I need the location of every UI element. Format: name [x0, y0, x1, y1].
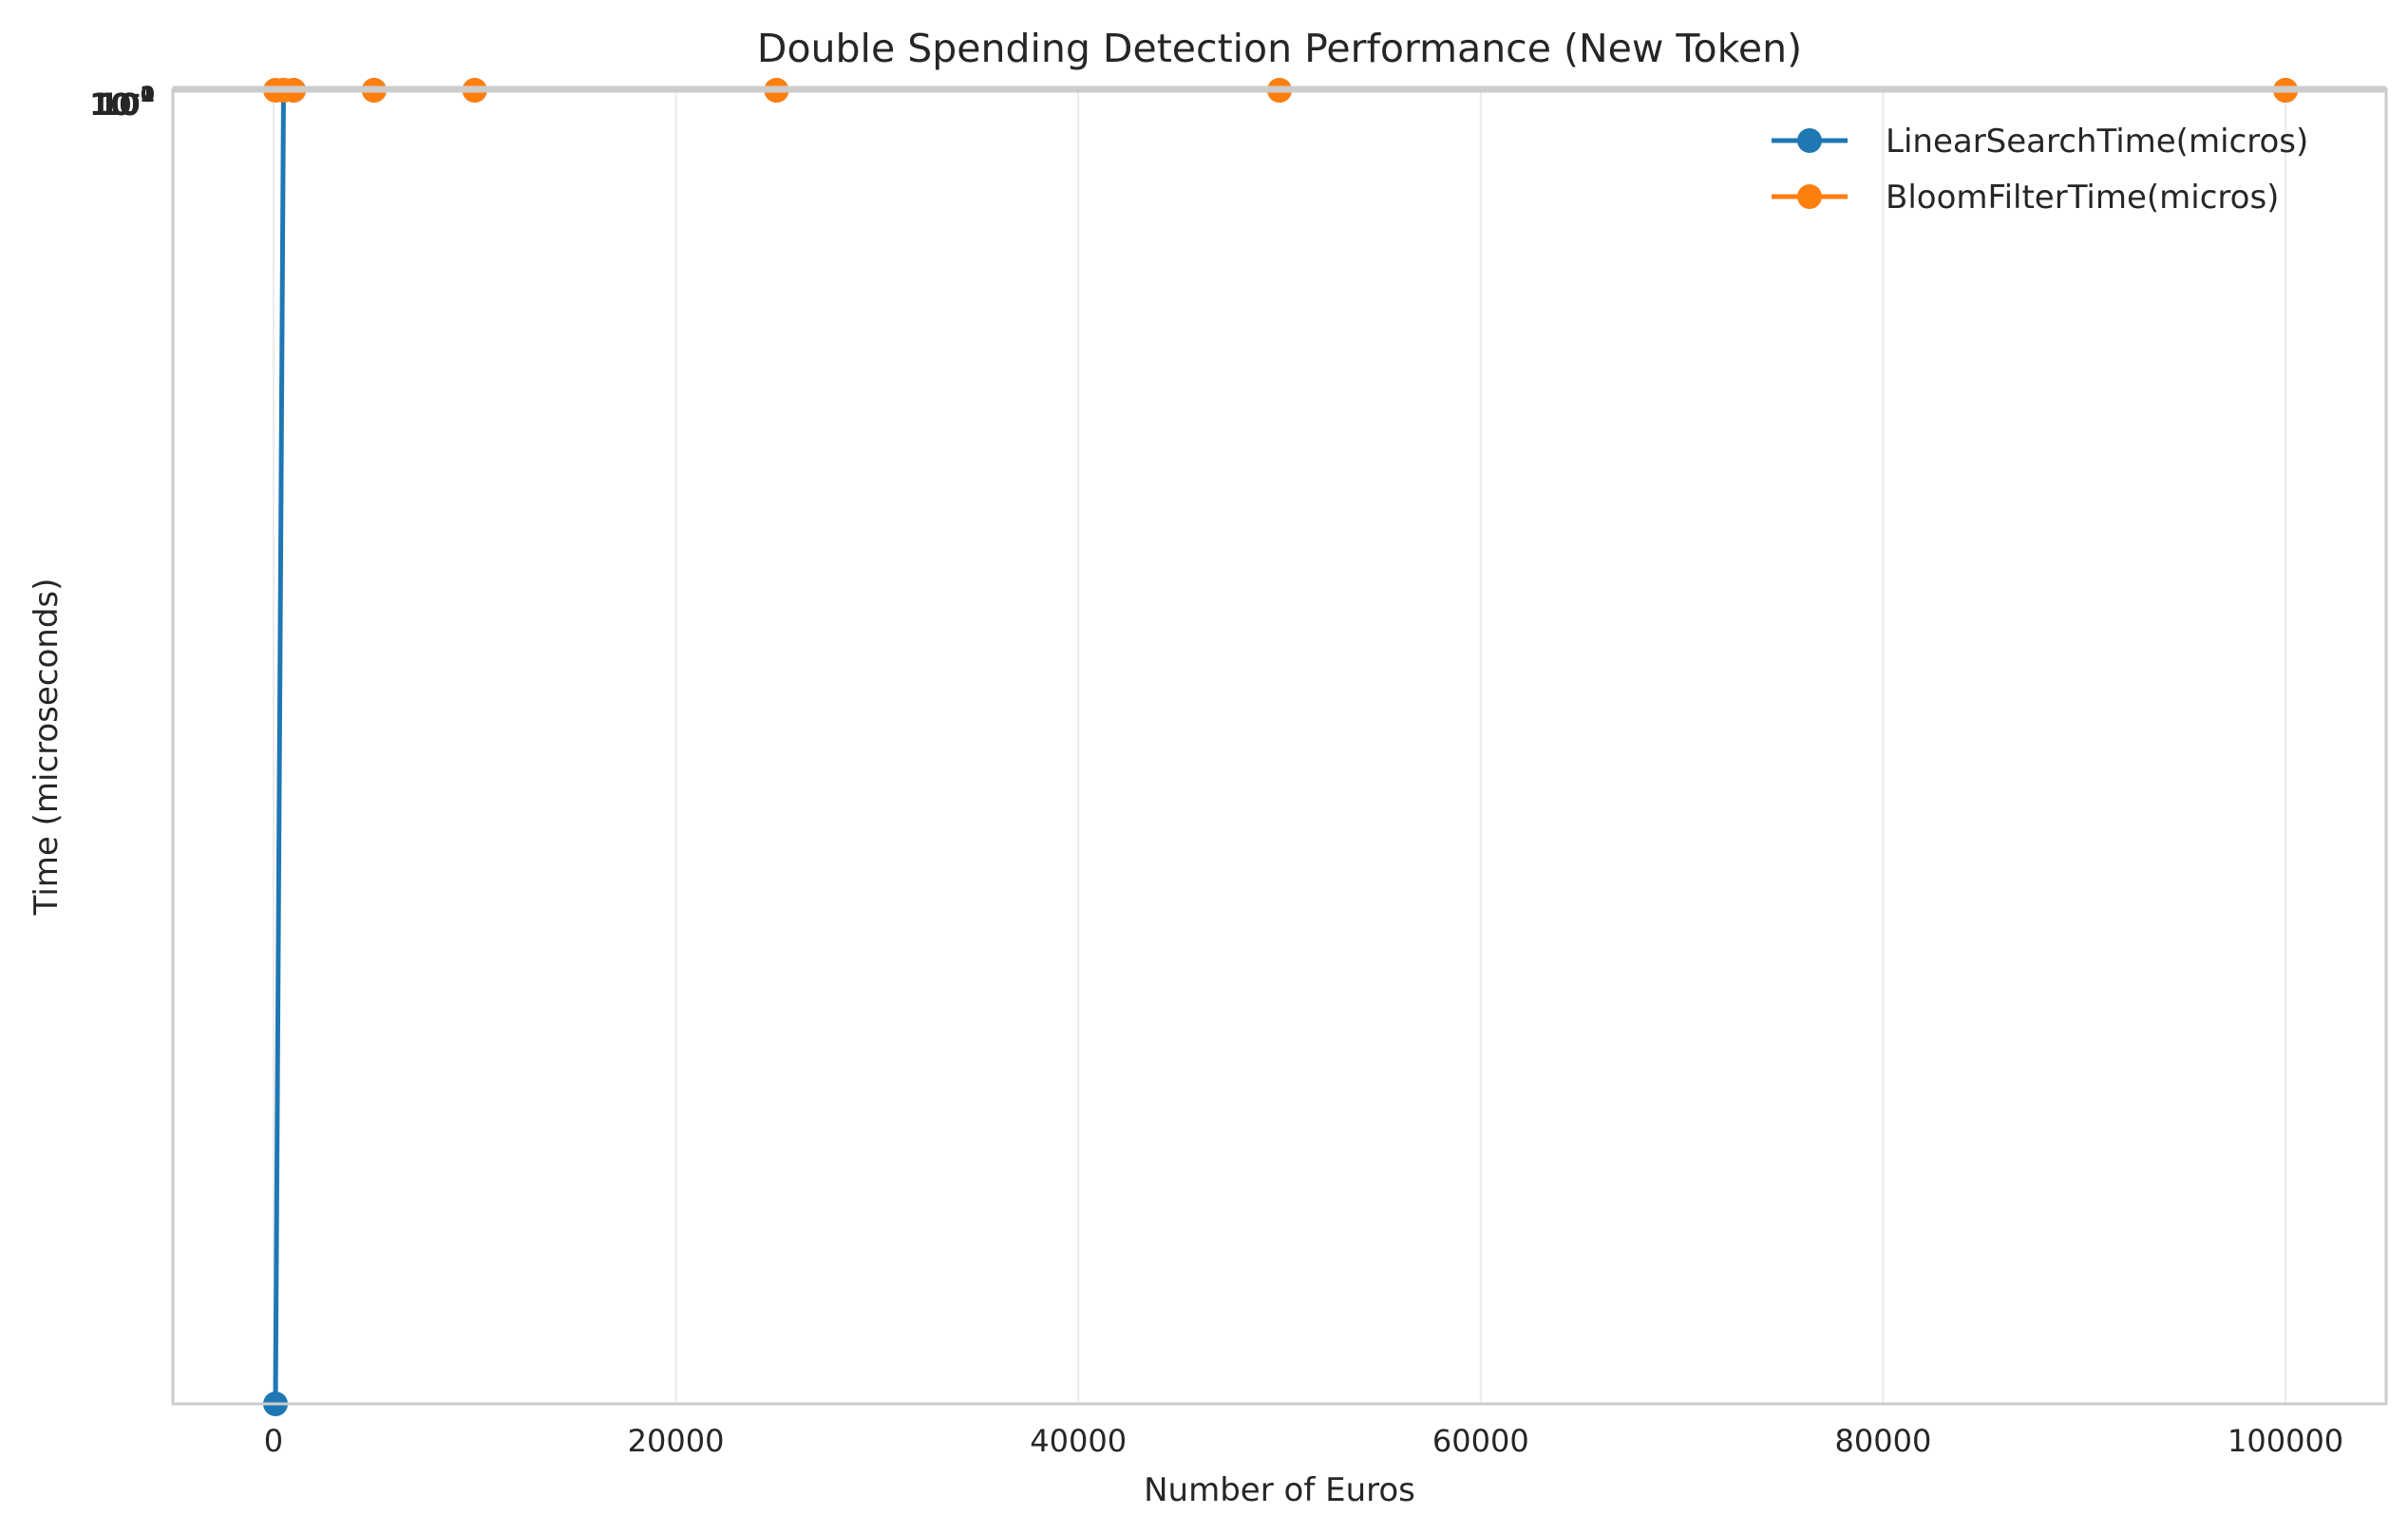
legend-label-bloom: BloomFilterTime(micros)	[1886, 179, 2279, 217]
plot-background	[173, 89, 2386, 1404]
y-tick-label: 100	[98, 84, 155, 123]
x-tick-label: 100000	[2228, 1423, 2343, 1459]
legend-entry-bloom: BloomFilterTime(micros)	[1772, 179, 2279, 217]
x-tick-label: 60000	[1432, 1423, 1529, 1459]
legend: LinearSearchTime(micros) BloomFilterTime…	[1772, 123, 2308, 217]
y-tick-label: 101	[98, 84, 155, 123]
chart-title: Double Spending Detection Performance (N…	[757, 26, 1802, 71]
y-tick-label: 10-1	[89, 84, 155, 123]
legend-label-linear: LinearSearchTime(micros)	[1886, 123, 2308, 161]
legend-entry-linear: LinearSearchTime(micros)	[1772, 123, 2308, 161]
x-tick-label: 20000	[628, 1423, 725, 1459]
x-axis-label: Number of Euros	[1144, 1471, 1415, 1509]
gridlines	[272, 89, 2287, 1404]
y-tick-label: 102	[98, 84, 155, 123]
x-tick-label: 80000	[1835, 1423, 1932, 1459]
x-tick-label: 40000	[1030, 1423, 1127, 1459]
legend-marker-bloom	[1797, 184, 1822, 209]
legend-marker-linear	[1797, 128, 1822, 153]
y-axis-label: Time (microseconds)	[28, 578, 66, 917]
plot-area	[171, 78, 2388, 1416]
x-tick-labels: 0 20000 40000 60000 80000 100000	[264, 1423, 2343, 1459]
x-tick-label: 0	[264, 1423, 283, 1459]
